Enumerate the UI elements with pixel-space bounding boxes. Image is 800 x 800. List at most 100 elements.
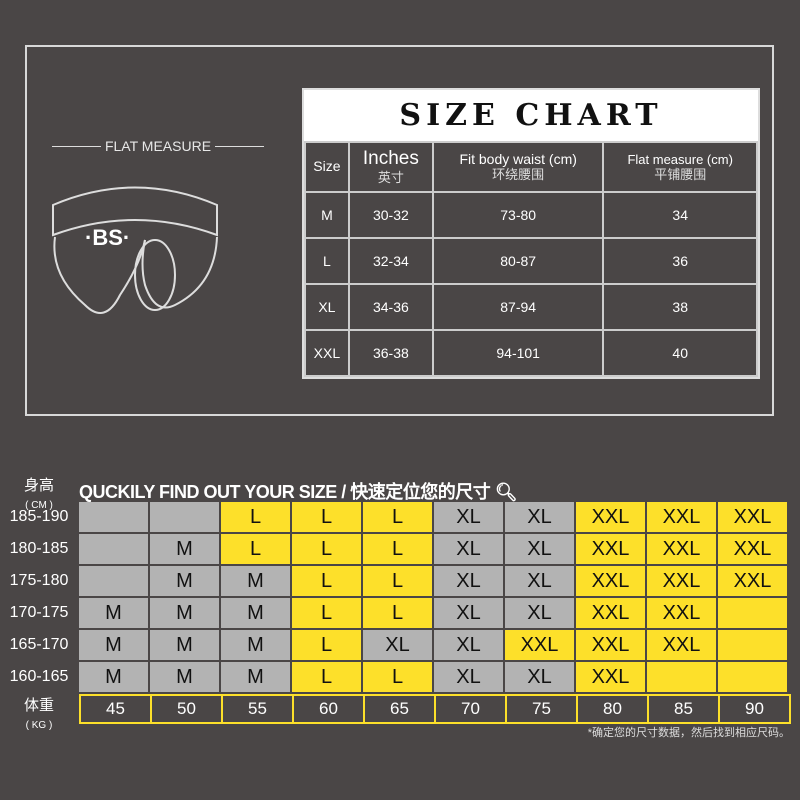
size-cell: XL <box>434 662 503 692</box>
size-cell: XL <box>434 566 503 596</box>
size-cell: XL <box>434 630 503 660</box>
footnote: *确定您的尺寸数据，然后找到相应尺码。 <box>587 727 790 739</box>
size-cell: M <box>221 566 290 596</box>
size-cell: XXL <box>718 566 787 596</box>
size-cell <box>79 534 148 564</box>
size-cell: M <box>150 598 219 628</box>
weight-label: 体重( KG ) <box>23 697 54 731</box>
height-range-label: 165-170 <box>9 636 69 653</box>
size-row: M 30-32 73-80 34 <box>304 191 758 239</box>
size-cell: L <box>292 534 361 564</box>
size-cell: M <box>150 662 219 692</box>
size-chart-title: SIZE CHART <box>399 98 663 133</box>
size-cell: 94-101 <box>431 329 605 377</box>
size-cell <box>718 598 787 628</box>
size-cell: XXL <box>576 566 645 596</box>
size-row: L 32-34 80-87 36 <box>304 237 758 285</box>
size-cell: XXL <box>576 662 645 692</box>
size-cell: L <box>292 502 361 532</box>
weight-cell: 70 <box>436 696 507 722</box>
header-inches: Inches 英寸 <box>347 141 434 193</box>
size-cell: M <box>150 534 219 564</box>
size-panel <box>25 45 774 416</box>
weight-cell: 60 <box>294 696 365 722</box>
height-range-label: 170-175 <box>9 604 69 621</box>
size-cell: L <box>292 566 361 596</box>
size-cell: XXL <box>647 566 716 596</box>
weight-cell: 55 <box>223 696 294 722</box>
size-cell: 36-38 <box>347 329 434 377</box>
size-cell: XXL <box>304 329 350 377</box>
size-cell: 73-80 <box>431 191 605 239</box>
size-cell: XL <box>304 283 350 331</box>
magnifier-icon: 🔍︎ <box>494 482 518 502</box>
size-cell: XXL <box>576 630 645 660</box>
size-cell: XXL <box>576 598 645 628</box>
size-cell: XXL <box>647 534 716 564</box>
size-cell: 38 <box>602 283 758 331</box>
size-cell: XL <box>505 662 574 692</box>
size-cell: L <box>304 237 350 285</box>
size-cell: XXL <box>718 502 787 532</box>
size-cell: 36 <box>602 237 758 285</box>
size-cell: M <box>221 598 290 628</box>
size-cell: M <box>79 598 148 628</box>
size-cell: L <box>292 630 361 660</box>
weight-cell: 90 <box>720 696 791 722</box>
size-cell: M <box>79 630 148 660</box>
brief-illustration-icon: ·BS· <box>52 186 218 314</box>
size-cell: XL <box>363 630 432 660</box>
size-cell <box>79 502 148 532</box>
size-cell: 34 <box>602 191 758 239</box>
height-range-label: 185-190 <box>9 508 69 525</box>
weight-cell: 85 <box>649 696 720 722</box>
size-cell: XL <box>505 598 574 628</box>
size-cell: L <box>363 662 432 692</box>
size-cell: XL <box>505 566 574 596</box>
weight-cell: 45 <box>81 696 152 722</box>
size-cell: M <box>304 191 350 239</box>
size-cell: XL <box>505 502 574 532</box>
brand-logo: ·BS· <box>85 225 130 250</box>
flat-measure-text: FLAT MEASURE <box>104 138 212 154</box>
size-chart-table: SIZE CHART Size Inches 英寸 Fit body waist … <box>302 88 760 379</box>
size-cell: 87-94 <box>431 283 605 331</box>
size-cell: L <box>292 598 361 628</box>
size-cell: M <box>221 662 290 692</box>
size-cell: XXL <box>576 534 645 564</box>
size-cell: XXL <box>576 502 645 532</box>
size-cell: M <box>221 630 290 660</box>
size-cell: L <box>292 662 361 692</box>
size-cell: L <box>221 534 290 564</box>
size-cell: XXL <box>505 630 574 660</box>
size-cell <box>647 662 716 692</box>
size-cell <box>718 630 787 660</box>
size-cell: M <box>79 662 148 692</box>
weight-cell: 75 <box>507 696 578 722</box>
size-cell: XL <box>505 534 574 564</box>
size-row: XL 34-36 87-94 38 <box>304 283 758 331</box>
size-cell: 40 <box>602 329 758 377</box>
size-row: XXL 36-38 94-101 40 <box>304 329 758 377</box>
height-range-label: 180-185 <box>9 540 69 557</box>
finder-heading: QUCKILY FIND OUT YOUR SIZE / 快速定位您的尺寸 🔍︎ <box>79 482 518 502</box>
header-flat: Flat measure (cm) 平铺腰围 <box>602 141 758 193</box>
size-cell: M <box>150 630 219 660</box>
size-cell: L <box>363 598 432 628</box>
size-cell: XXL <box>718 534 787 564</box>
size-cell <box>79 566 148 596</box>
size-cell: XL <box>434 534 503 564</box>
size-cell: 34-36 <box>347 283 434 331</box>
size-cell: M <box>150 566 219 596</box>
flat-measure-label: FLAT MEASURE <box>52 138 264 154</box>
height-label: 身高( CM ) <box>23 477 54 511</box>
size-cell: L <box>221 502 290 532</box>
size-cell: L <box>363 566 432 596</box>
weight-cell: 50 <box>152 696 223 722</box>
size-cell: XL <box>434 502 503 532</box>
size-cell: XXL <box>647 598 716 628</box>
header-waist: Fit body waist (cm) 环绕腰围 <box>431 141 605 193</box>
size-cell: L <box>363 502 432 532</box>
size-cell: L <box>363 534 432 564</box>
size-cell: XXL <box>647 502 716 532</box>
